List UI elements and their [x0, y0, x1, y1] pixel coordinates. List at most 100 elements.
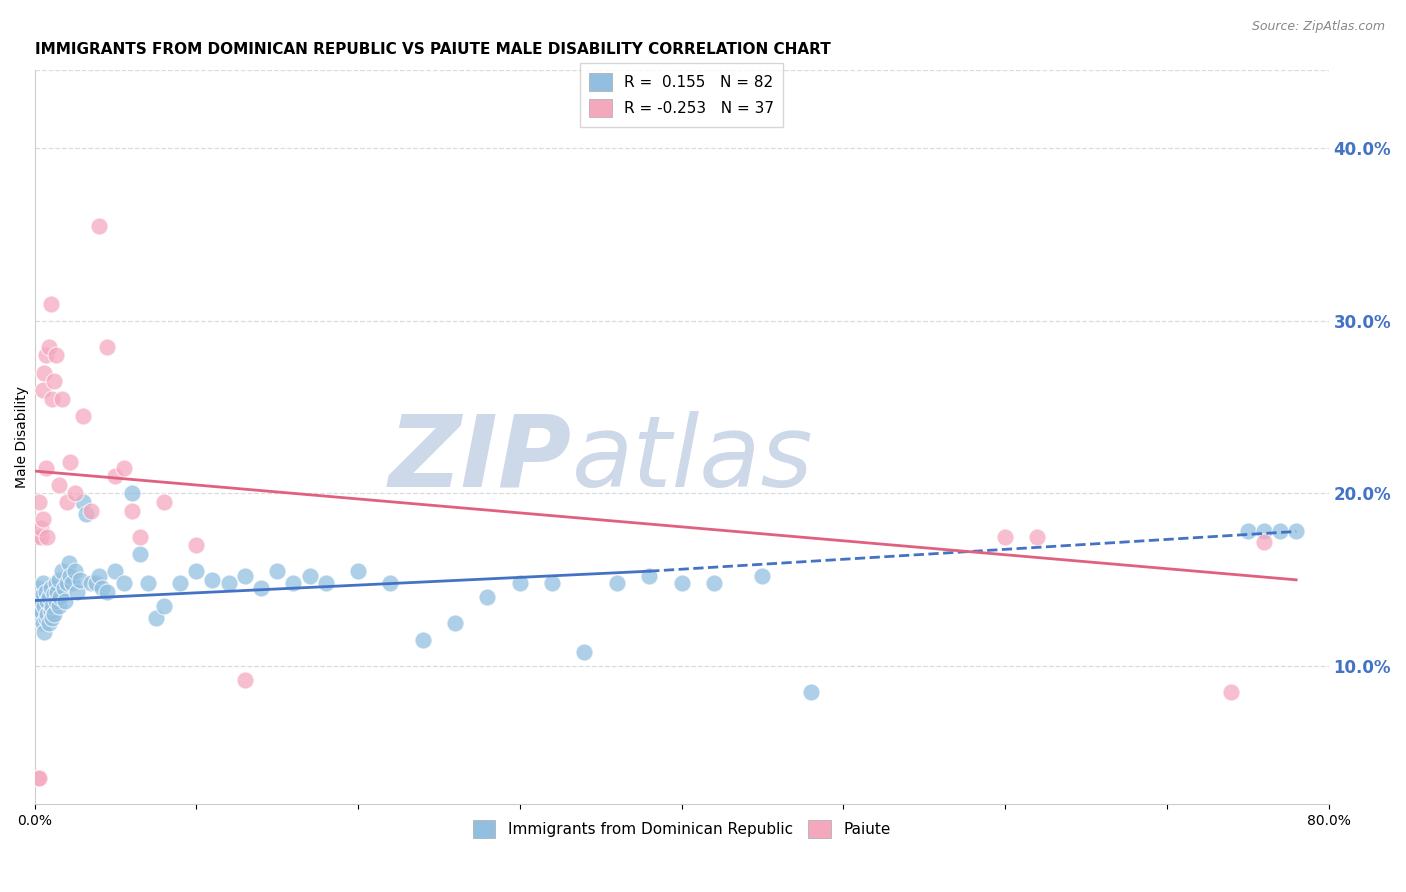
Point [65, 585, 87, 599]
Point [60, 576, 83, 591]
Point [27, 582, 49, 596]
Point [112, 460, 135, 475]
Point [121, 486, 143, 500]
Point [38, 615, 60, 630]
Point [283, 576, 305, 591]
Point [994, 530, 1017, 544]
Point [63, 564, 86, 578]
Point [39, 582, 62, 596]
Point [136, 576, 159, 591]
Point [41, 599, 63, 613]
Point [80, 504, 103, 518]
Point [380, 576, 402, 591]
Point [27, 772, 49, 786]
Point [218, 576, 240, 591]
Point [96, 340, 118, 354]
Point [1026, 530, 1049, 544]
Point [800, 685, 823, 699]
Point [80, 576, 103, 591]
Point [72, 409, 94, 423]
Point [30, 593, 52, 607]
Point [30, 604, 52, 618]
Point [31, 587, 53, 601]
Point [1253, 524, 1275, 539]
Text: Source: ZipAtlas.com: Source: ZipAtlas.com [1251, 20, 1385, 33]
Point [72, 495, 94, 509]
Point [128, 547, 150, 561]
Point [112, 576, 135, 591]
Point [31, 512, 53, 526]
Point [52, 582, 75, 596]
Point [638, 569, 661, 583]
Point [703, 576, 725, 591]
Point [121, 504, 143, 518]
Point [48, 573, 70, 587]
Point [104, 469, 127, 483]
Point [751, 569, 773, 583]
Point [347, 564, 370, 578]
Point [1253, 534, 1275, 549]
Point [671, 576, 693, 591]
Point [30, 530, 52, 544]
Point [30, 521, 52, 535]
Point [38, 340, 60, 354]
Point [574, 645, 596, 659]
Point [51, 564, 73, 578]
Point [35, 348, 58, 362]
Point [51, 392, 73, 406]
Point [91, 582, 114, 596]
Point [25, 530, 48, 544]
Point [75, 507, 97, 521]
Point [250, 582, 273, 596]
Point [35, 460, 58, 475]
Point [186, 538, 208, 552]
Point [298, 569, 321, 583]
Point [84, 576, 107, 591]
Point [31, 576, 53, 591]
Point [412, 633, 434, 648]
Point [28, 607, 51, 622]
Text: atlas: atlas [572, 411, 813, 508]
Point [89, 219, 111, 233]
Point [31, 383, 53, 397]
Point [58, 556, 80, 570]
Point [49, 590, 72, 604]
Point [509, 576, 531, 591]
Point [42, 374, 65, 388]
Point [32, 366, 55, 380]
Point [266, 564, 288, 578]
Point [477, 590, 499, 604]
Point [444, 615, 467, 630]
Point [128, 530, 150, 544]
Point [32, 599, 55, 613]
Point [45, 593, 67, 607]
Point [35, 585, 58, 599]
Point [27, 611, 49, 625]
Point [38, 590, 60, 604]
Point [186, 564, 208, 578]
Point [1268, 524, 1291, 539]
Point [104, 564, 127, 578]
Point [32, 624, 55, 639]
Text: ZIP: ZIP [388, 411, 572, 508]
Point [28, 772, 51, 786]
Point [28, 590, 51, 604]
Point [201, 573, 224, 587]
Point [56, 576, 79, 591]
Point [56, 495, 79, 509]
Y-axis label: Male Disability: Male Disability [15, 386, 30, 489]
Legend: Immigrants from Dominican Republic, Paiute: Immigrants from Dominican Republic, Paiu… [467, 814, 897, 845]
Point [25, 599, 48, 613]
Point [35, 611, 58, 625]
Point [1285, 524, 1308, 539]
Point [45, 348, 67, 362]
Point [39, 604, 62, 618]
Point [42, 587, 65, 601]
Point [233, 673, 256, 687]
Point [41, 611, 63, 625]
Point [59, 455, 82, 469]
Point [31, 615, 53, 630]
Point [45, 576, 67, 591]
Point [153, 599, 176, 613]
Point [606, 576, 628, 591]
